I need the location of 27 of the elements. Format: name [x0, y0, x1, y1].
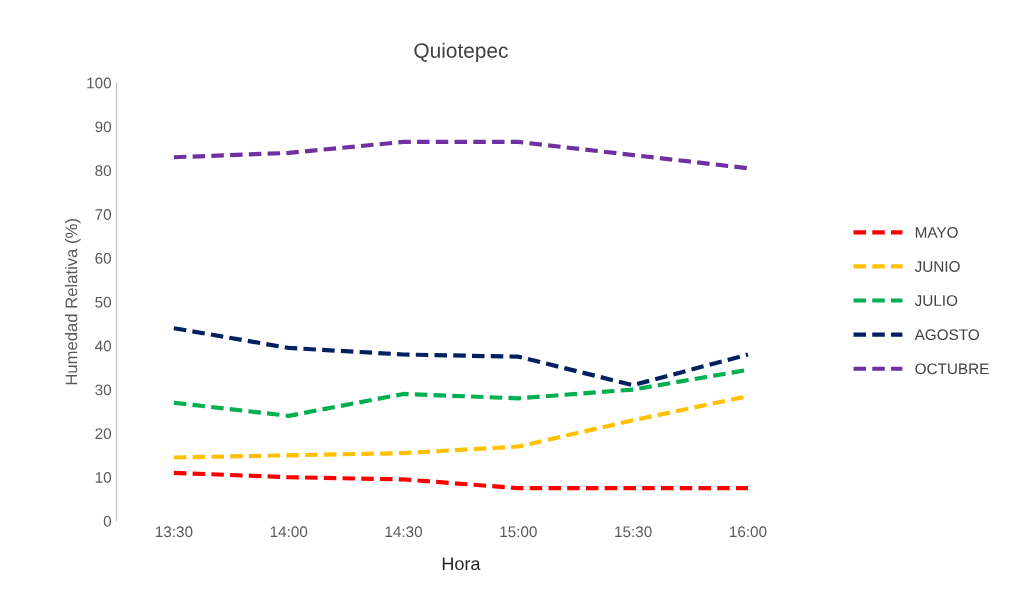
- y-axis-title: Humedad Relativa (%): [65, 219, 81, 385]
- y-tick-label: 10: [95, 472, 112, 483]
- legend-label: JUNIO: [914, 261, 960, 272]
- legend-label: JULIO: [914, 295, 958, 306]
- x-tick-label: 15:00: [500, 526, 537, 538]
- x-tick-label: 15:30: [615, 526, 652, 538]
- y-tick-label: 50: [95, 296, 112, 308]
- y-tick-label: 40: [94, 340, 112, 352]
- y-tick-label: 80: [95, 165, 112, 177]
- y-tick-label: 100: [87, 77, 112, 89]
- line-series: [171, 326, 751, 388]
- y-tick-label: 30: [95, 384, 112, 396]
- y-tick-label: 70: [95, 209, 112, 220]
- y-tick-label: 0: [103, 515, 112, 527]
- chart-title: Quiotepec: [414, 42, 508, 63]
- y-tick-label: 20: [95, 428, 112, 440]
- legend-label: OCTUBRE: [915, 363, 989, 375]
- x-tick-label: 14:30: [385, 526, 423, 538]
- x-tick-label: 13:30: [155, 526, 193, 538]
- x-tick-label: 14:00: [270, 526, 308, 538]
- y-tick-label: 60: [95, 252, 112, 264]
- x-axis-title: Hora: [442, 557, 481, 571]
- y-tick-label: 90: [95, 121, 112, 133]
- x-tick-label: 16:00: [729, 526, 767, 538]
- legend-label: AGOSTO: [914, 329, 979, 341]
- legend-label: MAYO: [915, 226, 958, 238]
- line-series: [171, 470, 751, 491]
